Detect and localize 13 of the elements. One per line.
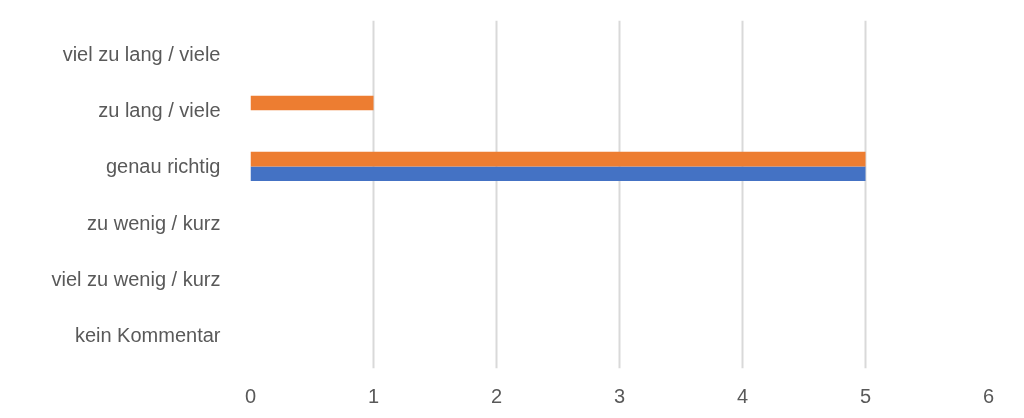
x-tick-label: 1 (367, 384, 380, 407)
x-tick-label: 2 (490, 384, 503, 407)
x-tick-label: 3 (613, 384, 626, 407)
x-tick-label: 4 (736, 384, 749, 407)
x-tick-label: 5 (859, 384, 872, 407)
y-tick-label: genau richtig (105, 155, 221, 178)
y-tick-label: viel zu lang / viele (62, 43, 221, 66)
y-tick-label: viel zu wenig / kurz (51, 267, 221, 290)
y-tick-label: kein Kommentar (74, 323, 221, 346)
y-tick-label: zu wenig / kurz (87, 211, 221, 234)
x-tick-label: 6 (982, 384, 995, 407)
x-tick-label: 0 (244, 384, 257, 407)
y-tick-label: zu lang / viele (98, 99, 221, 122)
